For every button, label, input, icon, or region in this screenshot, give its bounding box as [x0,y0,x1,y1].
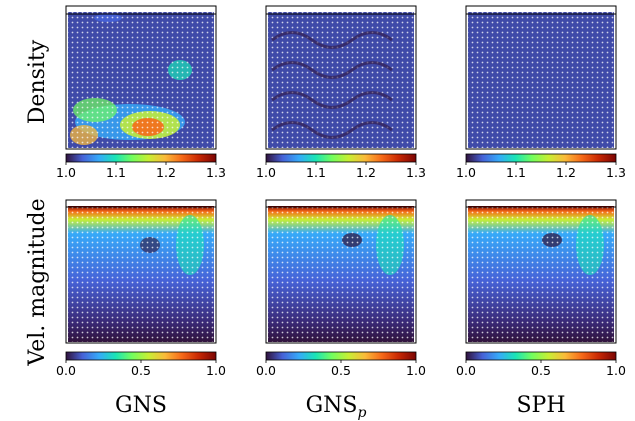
panel-velocity-gns [65,199,217,344]
colorbar-tick-label: 1.0 [56,165,76,180]
panel-density-gnsp [265,5,417,150]
panel-velocity-gnsp [265,199,417,344]
column-label-gns: GNS [115,393,167,418]
colorbar-tick-label: 0.5 [531,363,551,378]
panel-density-sph [465,5,617,150]
colorbar-tick-label: 1.0 [406,363,426,378]
colorbar-tick-label: 1.0 [456,165,476,180]
colorbar-tick-label: 1.1 [306,165,326,180]
colorbar-velocity-gnsp: 0.0 0.5 1.0 [256,351,426,378]
colorbar-density-gnsp: 1.0 1.1 1.2 1.3 [256,153,426,180]
column-label-sph: SPH [516,393,565,418]
colorbar-tick-label: 1.2 [156,165,176,180]
row-label-density: Density [25,39,50,124]
colorbar-tick-label: 0.5 [331,363,351,378]
column-label-gnsp: GNSp [306,393,367,421]
colorbar-tick-label: 1.2 [556,165,576,180]
column-label-gnsp-sub: p [357,405,366,421]
colorbar-velocity-gns: 0.0 0.5 1.0 [56,351,226,378]
colorbar-tick-label: 0.5 [131,363,151,378]
colorbar-tick-label: 0.0 [456,363,476,378]
panel-velocity-sph [465,199,617,344]
colorbar-tick-label: 1.0 [606,363,626,378]
colorbar-tick-label: 0.0 [256,363,276,378]
colorbar-tick-label: 1.3 [206,165,226,180]
colorbar-tick-label: 1.1 [506,165,526,180]
colorbar-density-gns: 1.0 1.1 1.2 1.3 [56,153,226,180]
colorbar-tick-label: 1.0 [256,165,276,180]
colorbar-tick-label: 0.0 [56,363,76,378]
colorbar-tick-label: 1.3 [606,165,626,180]
column-label-gnsp-main: GNS [306,393,358,418]
colorbar-tick-label: 1.0 [206,363,226,378]
colorbar-velocity-sph: 0.0 0.5 1.0 [456,351,626,378]
colorbar-density-sph: 1.0 1.1 1.2 1.3 [456,153,626,180]
colorbar-tick-label: 1.1 [106,165,126,180]
colorbar-tick-label: 1.2 [356,165,376,180]
colorbar-tick-label: 1.3 [406,165,426,180]
row-label-velocity: Vel. magnitude [25,198,50,366]
panel-density-gns [65,5,217,150]
